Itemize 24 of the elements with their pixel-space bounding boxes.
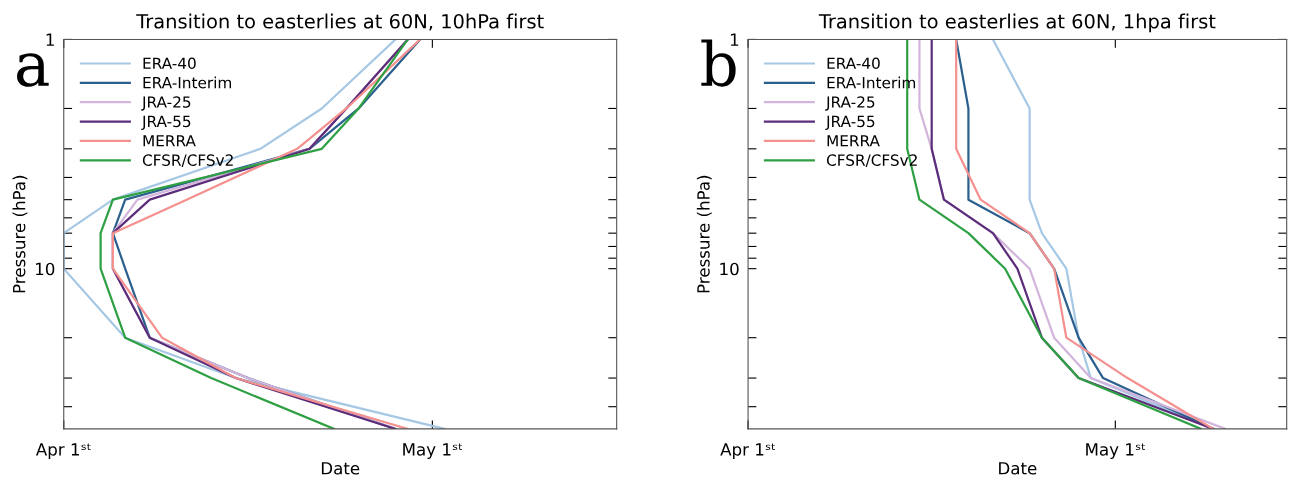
legend-label: CFSR/CFSv2 bbox=[142, 154, 233, 168]
x-tick-label: May 1ˢᵗ bbox=[1086, 443, 1145, 459]
y-tick-label: 1 bbox=[46, 33, 54, 46]
legend-label: MERRA bbox=[827, 135, 880, 147]
text: a bbox=[17, 53, 49, 87]
y-tick-label: 10 bbox=[720, 262, 739, 276]
y-tick-label: 10 bbox=[36, 262, 55, 276]
x-tick-label: May 1ˢᵗ bbox=[403, 443, 463, 459]
chart-title: Transition to easterlies at 60N, 10hPa first bbox=[136, 13, 544, 31]
x-tick-label: Apr 1ˢᵗ bbox=[720, 443, 775, 459]
legend-label: JRA-25 bbox=[825, 96, 875, 111]
legend-label: JRA-55 bbox=[825, 115, 875, 131]
legend-label: MERRA bbox=[143, 135, 196, 147]
x-axis-title: Date bbox=[999, 462, 1037, 475]
legend-label: ERA-40 bbox=[143, 57, 196, 70]
legend-label: ERA-Interim bbox=[143, 76, 231, 89]
legend-label: JRA-55 bbox=[141, 115, 191, 131]
y-axis-title: Pressure (hPa) bbox=[12, 175, 28, 293]
legend-label: ERA-40 bbox=[827, 57, 880, 70]
x-axis-title: Date bbox=[321, 462, 360, 475]
legend-label: JRA-25 bbox=[141, 96, 191, 111]
y-axis-title: Pressure (hPa) bbox=[696, 175, 712, 293]
chart-title: Transition to easterlies at 60N, 1hpa first bbox=[818, 13, 1216, 33]
x-tick-label: Apr 1ˢᵗ bbox=[35, 443, 91, 459]
